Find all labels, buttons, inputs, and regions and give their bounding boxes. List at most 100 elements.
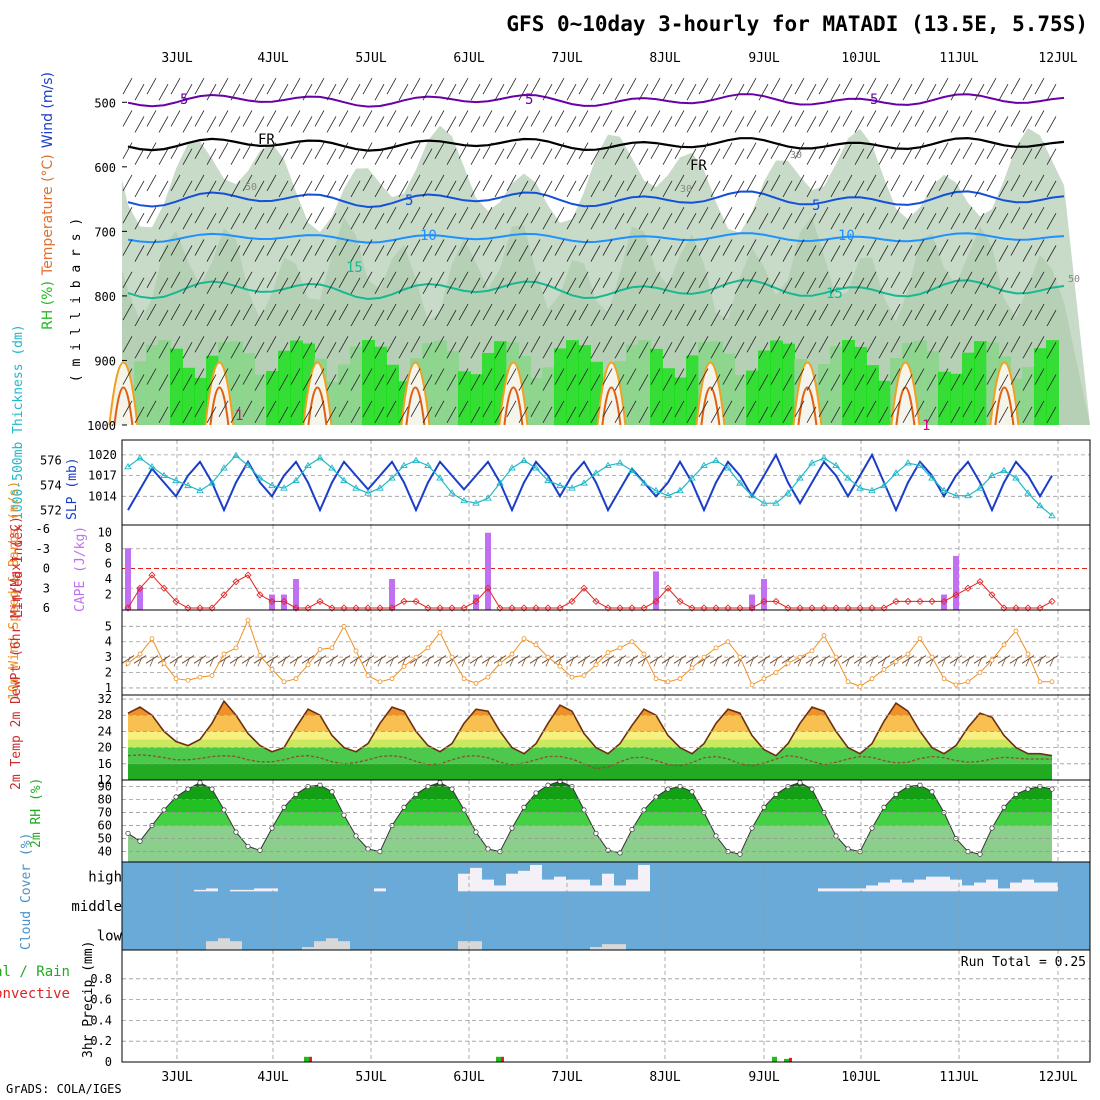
wind-barb [170, 239, 181, 256]
thickness-point [1024, 489, 1032, 496]
wind-barb [974, 245, 985, 262]
wind-barb [794, 368, 805, 385]
precip-ylabel-total: Total / Rain [0, 964, 70, 980]
wind-speed-point [881, 667, 887, 672]
wind-barb [230, 309, 241, 327]
li-point [352, 604, 360, 612]
wind-barb [206, 180, 217, 198]
wind-barb [578, 207, 589, 224]
li-point [904, 597, 912, 605]
wind-barb [770, 77, 781, 95]
wind-barb [794, 77, 805, 95]
wind-barb [1022, 83, 1033, 101]
wind-barb [254, 116, 265, 133]
thickness-point [520, 456, 528, 463]
contour-label: 50 [1068, 274, 1080, 285]
wind-barb [134, 245, 145, 262]
wind-barb-surface [637, 655, 651, 664]
cloud-high-bar [494, 885, 506, 892]
wind-barb [1046, 406, 1057, 424]
wind-barb-surface [317, 656, 323, 667]
wind-barb [1022, 309, 1033, 327]
wind-barb [998, 342, 1009, 359]
cloud-high-bar [470, 867, 482, 892]
li-point [844, 604, 852, 612]
cloud-high-bar [866, 885, 878, 892]
warm-contour-inner [405, 386, 426, 426]
precip-tick-label: 0 [105, 1055, 112, 1069]
li-point [1048, 597, 1056, 605]
wind-barb [458, 271, 469, 288]
wind-barb [290, 400, 301, 418]
wind-barb [326, 83, 337, 101]
wind-barb [350, 277, 361, 294]
thickness-point [820, 454, 828, 461]
li-point [364, 604, 372, 612]
wind-barb [350, 406, 361, 424]
contour-label: 15 [826, 286, 843, 302]
cape-bar [749, 594, 755, 610]
wind-speed-point [269, 667, 275, 672]
wind-barb [242, 336, 253, 353]
wind-barb [446, 309, 457, 327]
wind-barb-surface [845, 656, 851, 667]
wind-barb [158, 245, 169, 262]
wind-barb [1022, 406, 1033, 424]
wind-barb [1022, 245, 1033, 262]
wind-barb [350, 213, 361, 230]
li-tick-label: 3 [43, 581, 50, 595]
cloud-row-label: middle [71, 899, 122, 915]
wind-barb [806, 277, 817, 294]
wind-barb [722, 174, 733, 192]
wind-barb [758, 213, 769, 230]
wind-barb [470, 116, 481, 133]
wind-barb-surface [941, 656, 947, 667]
wind-barb [1034, 77, 1045, 95]
wind-barb [266, 110, 277, 127]
wind-barb-surface [881, 656, 887, 667]
wind-barb [182, 245, 193, 262]
wind-barb [674, 336, 685, 353]
wind-speed-point [605, 650, 611, 655]
li-point [496, 604, 504, 612]
wind-barb [542, 245, 553, 262]
wind-barb [926, 342, 937, 359]
thickness-point [436, 474, 444, 481]
contour-label: 5 [812, 198, 820, 214]
wind-barb [266, 239, 277, 256]
wind-speed-point [161, 660, 167, 666]
li-point [388, 604, 396, 612]
wind-barb [866, 239, 877, 256]
wind-barb [482, 303, 493, 321]
wind-barb [470, 374, 481, 391]
rh-point [977, 851, 983, 857]
wind-barb-surface [385, 655, 399, 664]
wind-barb [1034, 239, 1045, 256]
wind-speed-point [557, 663, 563, 669]
wind-barb-surface [661, 655, 675, 664]
wind-barb [230, 148, 241, 165]
li-point [868, 604, 876, 612]
wind-barb [1010, 77, 1021, 95]
wind-barb [962, 303, 973, 321]
li-point [892, 597, 900, 605]
thickness-point [724, 464, 732, 471]
thickness-point [1036, 501, 1044, 509]
cape-bar [653, 571, 659, 610]
rh-fill-green [1022, 367, 1035, 425]
wind-barb [818, 77, 829, 95]
wind-barb [182, 213, 193, 230]
wind-barb [1022, 213, 1033, 230]
rh-fill-green [1034, 348, 1047, 425]
wind-barb [734, 180, 745, 198]
thickness-point [484, 494, 492, 501]
wind-barb [770, 336, 781, 353]
wind-barb [422, 180, 433, 198]
wind-barb [674, 239, 685, 256]
thickness-point [592, 469, 600, 476]
wind-barb [710, 277, 721, 294]
wind-barb-surface [877, 655, 891, 664]
cloud-high-bar [938, 876, 950, 892]
wind-barb-surface [677, 656, 683, 667]
cloud-high-bar [254, 888, 266, 892]
